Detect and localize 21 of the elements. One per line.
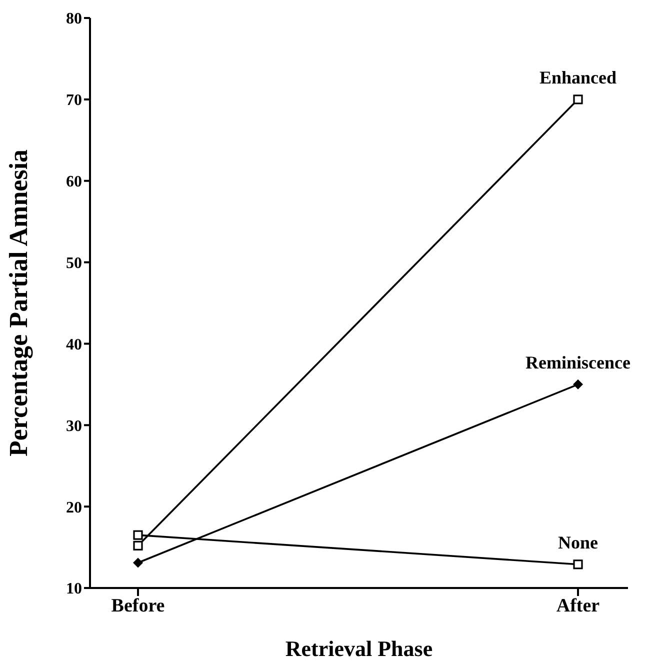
x-axis-title: Retrieval Phase: [285, 636, 433, 661]
y-tick-label: 10: [66, 580, 82, 598]
series-label: Reminiscence: [526, 352, 630, 372]
y-tick-label: 40: [66, 336, 82, 354]
point: [573, 94, 583, 104]
point: [133, 540, 143, 550]
x-tick-label: Before: [111, 595, 165, 616]
y-tick-label: 20: [66, 499, 82, 516]
x-tick-label: After: [556, 595, 600, 616]
series-label: None: [558, 532, 598, 552]
point: [133, 558, 143, 568]
series-label: Enhanced: [539, 67, 617, 88]
y-tick-label: 60: [66, 174, 82, 191]
point: [573, 379, 583, 390]
y-tick-label: 70: [66, 92, 82, 110]
y-axis-title: Percentage Partial Amnesia: [4, 149, 34, 457]
point: [133, 530, 143, 540]
point: [573, 560, 583, 570]
y-tick-label: 80: [66, 10, 82, 28]
y-tick-label: 50: [66, 254, 82, 272]
y-tick-label: 30: [66, 418, 82, 435]
